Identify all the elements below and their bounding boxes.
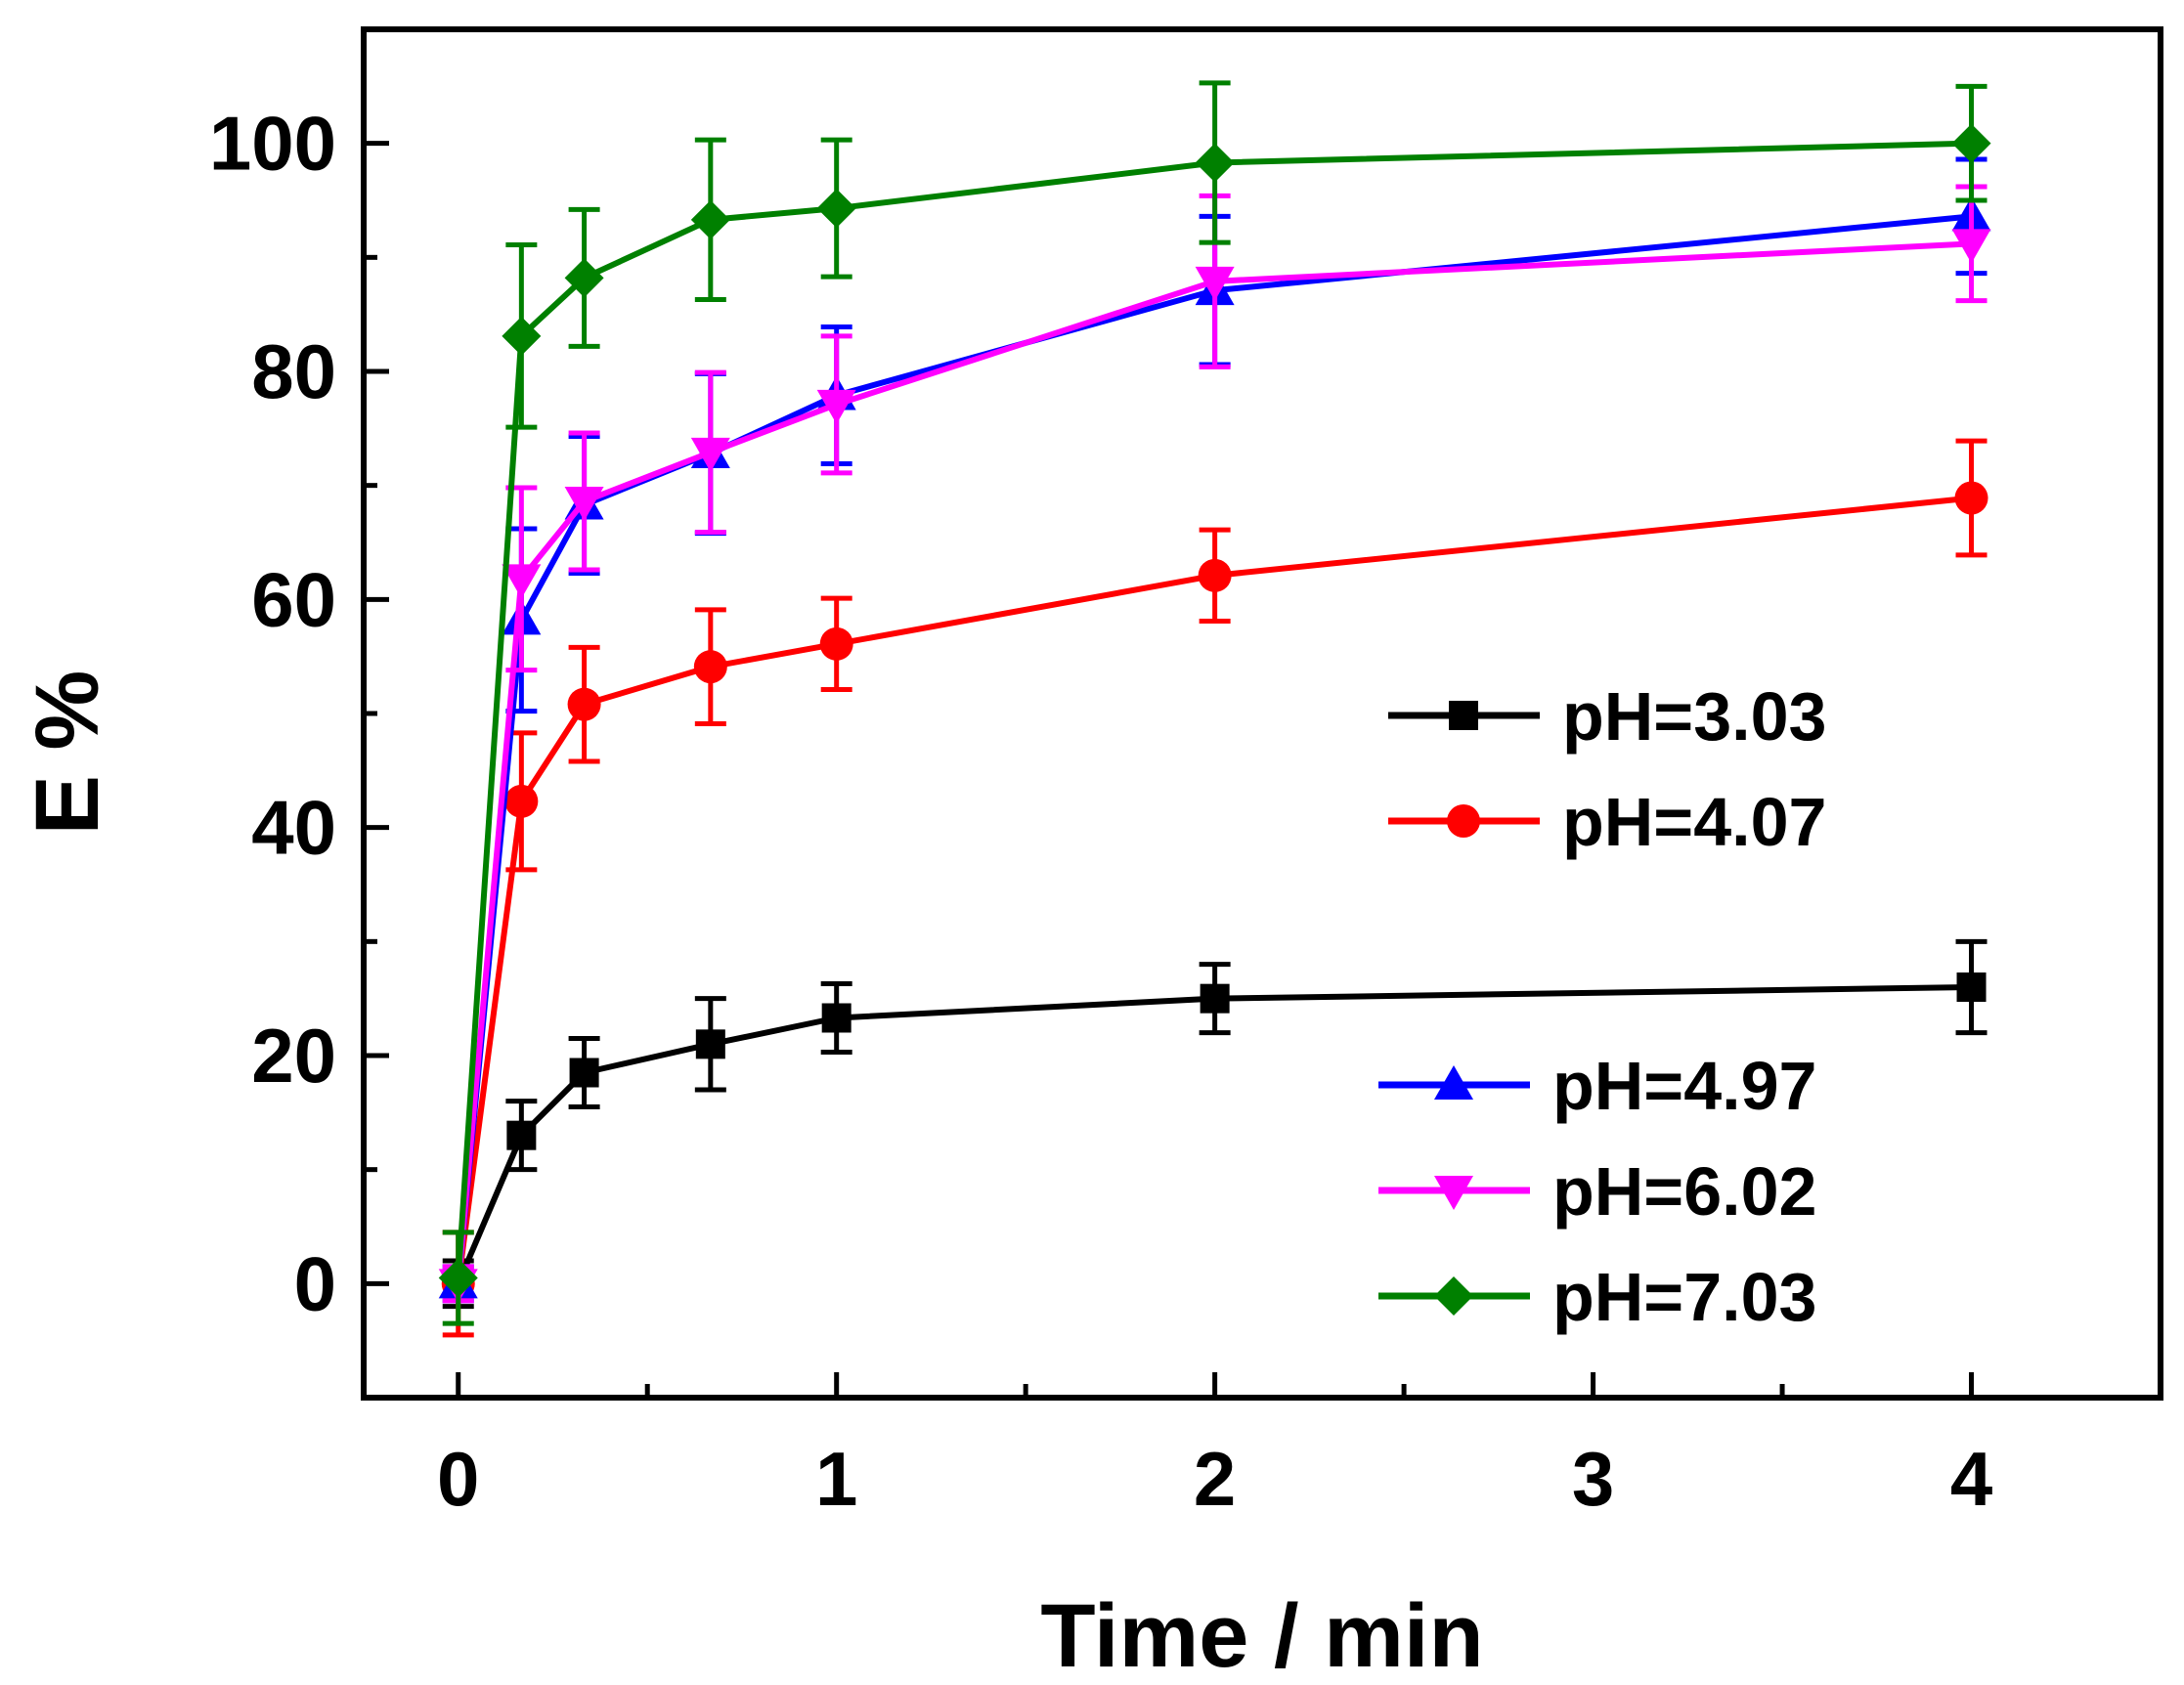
x-tick-label: 3	[1572, 1436, 1614, 1522]
data-point	[504, 784, 539, 818]
legend-entry: pH=4.97	[1378, 1048, 1816, 1124]
x-tick-label: 2	[1194, 1436, 1236, 1522]
data-point	[1954, 481, 1988, 515]
y-tick-label: 80	[251, 328, 336, 414]
legend-entry: pH=7.03	[1378, 1259, 1816, 1335]
data-point	[502, 316, 542, 356]
legend-entry: pH=4.07	[1388, 784, 1826, 860]
data-point	[821, 1003, 852, 1033]
legend-label: pH=7.03	[1552, 1259, 1816, 1335]
legend-label: pH=6.02	[1552, 1153, 1816, 1230]
x-axis-title: Time / min	[1040, 1586, 1483, 1685]
y-axis-title: E %	[18, 670, 117, 836]
data-point	[1200, 983, 1230, 1014]
data-point	[502, 564, 542, 599]
plot-frame	[361, 26, 2163, 1401]
data-point	[438, 1258, 478, 1298]
data-point	[564, 487, 604, 521]
y-tick-label: 40	[251, 785, 336, 871]
data-point	[693, 650, 727, 684]
data-point	[1956, 972, 1987, 1002]
y-tick-label: 60	[251, 556, 336, 642]
data-point	[567, 687, 601, 721]
data-point	[569, 1058, 599, 1088]
data-point	[690, 437, 730, 472]
data-point	[1951, 123, 1991, 163]
series-ph-3-03	[442, 938, 1987, 1310]
legend-marker	[1434, 1176, 1473, 1210]
legend-marker	[1449, 701, 1478, 730]
y-tick-label: 0	[294, 1240, 336, 1326]
data-point	[690, 199, 730, 239]
data-point	[816, 189, 856, 229]
x-tick-label: 1	[815, 1436, 857, 1522]
legend-marker	[1434, 1065, 1473, 1100]
data-point	[695, 1029, 725, 1059]
x-tick-label: 4	[1950, 1436, 1992, 1522]
data-point	[819, 626, 853, 661]
data-point	[506, 1120, 537, 1150]
series-ph-7-03	[438, 80, 1991, 1326]
data-point	[1951, 229, 1991, 264]
series-ph-4-07	[441, 438, 1988, 1338]
legend-marker	[1434, 1276, 1473, 1316]
legend-label: pH=4.07	[1562, 784, 1826, 860]
y-tick-label: 100	[209, 101, 336, 187]
y-tick-label: 20	[251, 1013, 336, 1099]
legend-entry: pH=3.03	[1388, 678, 1826, 755]
data-point	[816, 389, 856, 424]
series-layer	[438, 80, 1991, 1338]
y-axis-ticks: 0 20 40 60 80 100	[209, 26, 389, 1401]
data-point	[1195, 143, 1235, 183]
legend-label: pH=4.97	[1552, 1048, 1816, 1124]
legend-marker	[1447, 804, 1480, 838]
series-line	[455, 240, 1972, 1284]
x-axis-ticks: 0 1 2 3 4	[437, 1372, 2163, 1522]
data-point	[1195, 266, 1235, 301]
legend-label: pH=3.03	[1562, 678, 1826, 755]
data-point	[564, 258, 604, 298]
legend: pH=3.03 pH=4.07 pH=4.97 pH=6.02 pH=7.03	[1378, 678, 1826, 1335]
data-point	[1198, 558, 1232, 592]
x-tick-label: 0	[437, 1436, 479, 1522]
legend-entry: pH=6.02	[1378, 1153, 1816, 1230]
